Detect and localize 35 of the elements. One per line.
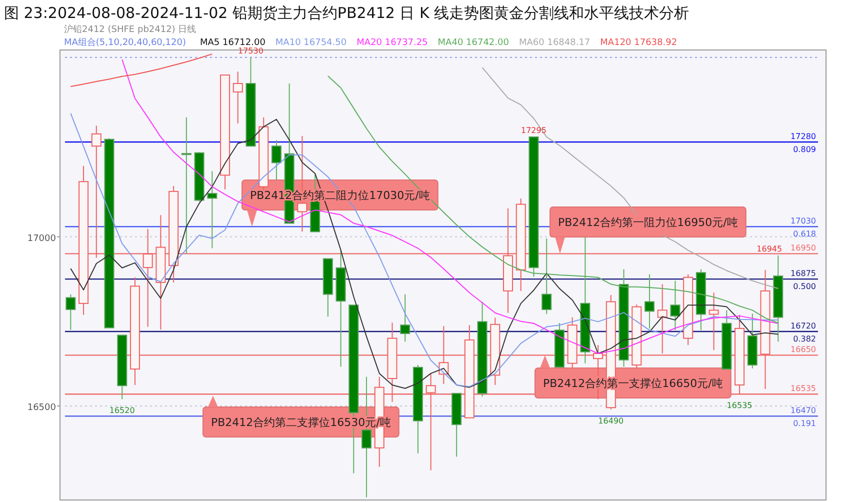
ref-line-label: 16720 0.382 <box>790 322 816 344</box>
annotation: 17295 <box>521 126 546 135</box>
line-series <box>70 54 213 88</box>
annotation: 16535 <box>726 401 752 410</box>
chart-subtitle: 沪铅2412 (SHFE pb2412) 日线 <box>64 24 196 35</box>
candlestick <box>66 294 76 330</box>
text: MA10 16754.50 <box>275 38 347 48</box>
ref-line-label: 16950 <box>790 244 816 253</box>
annotation: 17530 <box>238 46 264 56</box>
text: MA120 17638.92 <box>600 38 678 48</box>
text: MA5 16712.00 <box>200 38 266 48</box>
candlestick <box>181 116 192 254</box>
ref-line-label: 16535 <box>790 384 816 394</box>
candlestick <box>271 140 282 180</box>
candlestick <box>542 238 552 314</box>
candlestick <box>207 170 218 249</box>
text: MA40 16742.00 <box>438 38 510 48</box>
candlestick <box>400 294 410 342</box>
ref-line-label: 16650 <box>790 345 816 354</box>
ref-line-label: 16875 0.500 <box>790 269 816 292</box>
ref-line-label: 17280 0.809 <box>790 132 816 154</box>
ref-line-label: 16470 0.191 <box>790 406 816 428</box>
annotation: PB2412合约第一阻力位16950元/吨 <box>558 216 738 229</box>
annotation: 16945 <box>756 244 782 254</box>
y-tick-label: 16500 <box>27 402 56 413</box>
candlestick <box>232 71 243 124</box>
legend-title: MA组合(5,10,20,40,60,120) <box>64 37 186 48</box>
ref-line-label: 17030 0.618 <box>790 216 816 239</box>
text: MA60 16848.17 <box>518 38 590 48</box>
annotation: 16490 <box>598 416 624 426</box>
candlestick <box>708 292 719 351</box>
chart-title: 图 23:2024-08-08-2024-11-02 铅期货主力合约PB2412 日 K 线走势图黄金分割线和水平线技术分析 <box>4 4 690 22</box>
annotation: 16520 <box>109 406 135 416</box>
y-tick-label: 17000 <box>27 234 56 244</box>
text: MA20 16737.25 <box>356 38 428 48</box>
